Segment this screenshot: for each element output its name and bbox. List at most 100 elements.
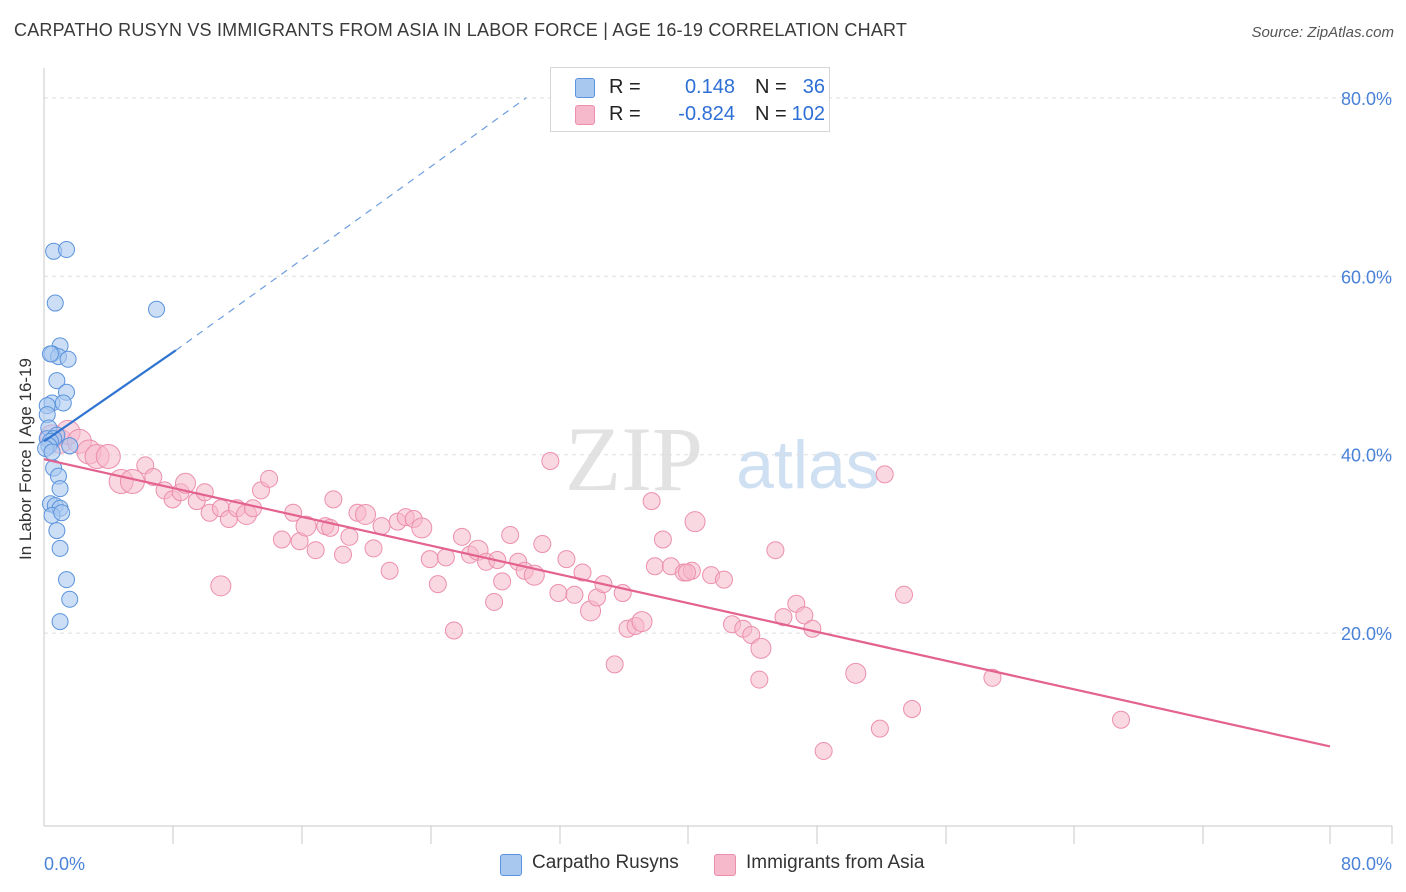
point-immigrants-from-asia <box>845 662 867 684</box>
point-immigrants-from-asia <box>444 621 463 640</box>
stats-legend: R = 0.148 N = 36 R = -0.824 N = 102 <box>550 67 830 132</box>
r-value: -0.824 <box>678 103 735 125</box>
grid <box>44 97 1392 634</box>
watermark: ZIP atlas <box>565 408 880 510</box>
source-label: Source: ZipAtlas.com <box>1251 24 1394 41</box>
point-immigrants-from-asia <box>272 530 291 549</box>
point-carpatho-rusyns <box>61 437 79 455</box>
point-immigrants-from-asia <box>642 492 661 511</box>
x-tick-label: 0.0% <box>44 854 85 874</box>
chart-title: CARPATHO RUSYN VS IMMIGRANTS FROM ASIA I… <box>14 20 908 40</box>
blue-swatch-icon <box>575 78 595 98</box>
point-immigrants-from-asia <box>501 526 520 545</box>
y-axis-label: In Labor Force | Age 16-19 <box>16 358 35 560</box>
point-immigrants-from-asia <box>814 741 833 760</box>
point-immigrants-from-asia <box>210 575 232 597</box>
point-immigrants-from-asia <box>333 545 352 564</box>
point-immigrants-from-asia <box>541 451 560 470</box>
legend-label: Immigrants from Asia <box>746 852 925 873</box>
point-immigrants-from-asia <box>557 550 576 569</box>
n-value: 36 <box>802 76 825 98</box>
point-immigrants-from-asia <box>742 625 761 644</box>
trend-lines <box>43 97 1331 748</box>
point-immigrants-from-asia <box>174 472 196 494</box>
point-carpatho-rusyns <box>46 294 64 312</box>
point-immigrants-from-asia <box>549 584 568 603</box>
point-immigrants-from-asia <box>144 468 163 487</box>
point-immigrants-from-asia <box>95 444 121 470</box>
point-immigrants-from-asia <box>295 515 317 537</box>
legend-label: Carpatho Rusyns <box>532 852 679 873</box>
r-label: R = <box>609 76 641 98</box>
point-carpatho-rusyns <box>51 480 69 498</box>
point-immigrants-from-asia <box>452 527 471 546</box>
point-immigrants-from-asia <box>306 541 325 560</box>
point-carpatho-rusyns <box>148 300 166 318</box>
point-immigrants-from-asia <box>1112 710 1131 729</box>
point-carpatho-rusyns <box>43 443 61 461</box>
pink-swatch-icon <box>714 854 736 876</box>
watermark-atlas-text: atlas <box>736 427 880 503</box>
point-immigrants-from-asia <box>766 541 785 560</box>
point-carpatho-rusyns <box>61 590 79 608</box>
x-tick-label: 80.0% <box>1341 854 1392 874</box>
point-immigrants-from-asia <box>895 585 914 604</box>
point-immigrants-from-asia <box>875 465 894 484</box>
point-carpatho-rusyns <box>41 345 59 363</box>
point-immigrants-from-asia <box>195 483 214 502</box>
n-label: N = <box>755 103 787 125</box>
point-immigrants-from-asia <box>533 534 552 553</box>
y-tick-label: 80.0% <box>1341 89 1392 109</box>
point-immigrants-from-asia <box>774 608 793 627</box>
point-immigrants-from-asia <box>355 504 376 526</box>
point-immigrants-from-asia <box>678 563 696 582</box>
r-value: 0.148 <box>684 76 735 98</box>
point-immigrants-from-asia <box>631 611 653 633</box>
trend-line-carpatho-rusyns <box>43 349 177 443</box>
point-immigrants-from-asia <box>380 561 399 580</box>
series-legend: Carpatho Rusyns Immigrants from Asia <box>0 852 1406 878</box>
point-immigrants-from-asia <box>903 700 922 719</box>
r-label: R = <box>609 103 641 125</box>
point-carpatho-rusyns <box>53 504 71 522</box>
pink-swatch-icon <box>575 105 595 125</box>
point-immigrants-from-asia <box>340 527 359 546</box>
point-immigrants-from-asia <box>565 585 584 604</box>
point-immigrants-from-asia <box>364 539 383 558</box>
n-value: 102 <box>791 103 825 125</box>
point-immigrants-from-asia <box>983 668 1002 687</box>
point-immigrants-from-asia <box>605 655 624 674</box>
point-carpatho-rusyns <box>51 539 69 557</box>
point-carpatho-rusyns <box>54 394 72 412</box>
point-immigrants-from-asia <box>260 469 279 488</box>
point-carpatho-rusyns <box>48 522 66 540</box>
point-immigrants-from-asia <box>795 606 814 625</box>
y-tick-label: 40.0% <box>1341 446 1392 466</box>
point-immigrants-from-asia <box>750 670 769 689</box>
carpatho-rusyns-points <box>37 241 166 631</box>
point-carpatho-rusyns <box>58 241 76 259</box>
point-immigrants-from-asia <box>714 570 733 589</box>
immigrants-from-asia-points <box>39 419 1131 760</box>
point-immigrants-from-asia <box>870 719 889 738</box>
point-immigrants-from-asia <box>324 490 343 509</box>
point-immigrants-from-asia <box>493 572 512 591</box>
point-immigrants-from-asia <box>428 575 447 594</box>
point-immigrants-from-asia <box>684 511 706 533</box>
point-carpatho-rusyns <box>59 350 77 368</box>
point-immigrants-from-asia <box>573 563 592 582</box>
blue-swatch-icon <box>500 854 522 876</box>
point-immigrants-from-asia <box>372 517 391 536</box>
point-immigrants-from-asia <box>653 530 672 549</box>
n-label: N = <box>755 76 787 98</box>
point-immigrants-from-asia <box>411 517 433 539</box>
point-carpatho-rusyns <box>48 372 66 390</box>
point-immigrants-from-asia <box>750 637 772 659</box>
trend-line-carpatho-rusyns-extension <box>175 97 527 351</box>
y-tick-label: 20.0% <box>1341 624 1392 644</box>
point-immigrants-from-asia <box>485 592 504 611</box>
y-tick-label: 60.0% <box>1341 267 1392 287</box>
point-immigrants-from-asia <box>420 550 439 569</box>
point-carpatho-rusyns <box>51 613 69 631</box>
point-carpatho-rusyns <box>58 571 76 589</box>
